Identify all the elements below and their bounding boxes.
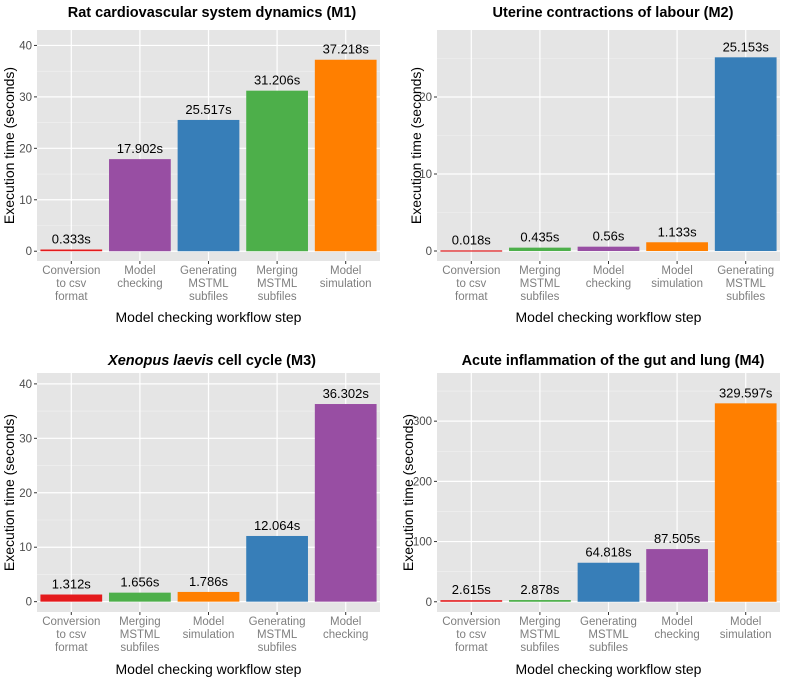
x-tick-label: Conversion to csv format [42, 616, 100, 654]
y-tick-label: 100 [413, 537, 432, 549]
data-label: 1.312s [52, 577, 92, 592]
bar [646, 242, 708, 251]
bar [714, 57, 777, 251]
y-tick-label: 300 [413, 416, 432, 428]
data-label: 17.902s [117, 141, 164, 156]
chart-title: Xenopus laevis cell cycle (M3) [107, 353, 316, 369]
bar [109, 159, 171, 252]
x-tick-label: Model checking [654, 616, 699, 641]
chart-title: Uterine contractions of labour (M2) [493, 5, 734, 21]
chart-panel-1: 0.333s 17.902s 25.517s 31.206s 37.218s 0 10 20 3… [1, 5, 380, 325]
data-label: 25.153s [723, 39, 770, 54]
data-label: 64.818s [585, 545, 632, 560]
x-tick-label: Conversion to csv format [442, 265, 500, 303]
bar [577, 246, 640, 251]
data-label: 0.333s [52, 232, 92, 247]
y-tick-label: 0 [26, 246, 32, 258]
data-label: 2.615s [452, 582, 492, 597]
data-label: 1.656s [120, 575, 160, 590]
data-label: 31.206s [254, 73, 301, 88]
x-axis-title: Model checking workflow step [516, 309, 702, 325]
data-label: 0.435s [520, 230, 560, 245]
data-label: 87.505s [654, 531, 701, 546]
x-axis-title: Model checking workflow step [116, 661, 302, 677]
bar [246, 535, 308, 602]
chart-panel-3: 1.312s 1.656s 1.786s 12.064s 36.302s 0 10 20 30 4… [1, 353, 380, 677]
data-label: 1.786s [189, 574, 229, 589]
x-tick-label: Model checking [323, 616, 368, 641]
bar [440, 250, 503, 252]
chart-title: Acute inflammation of the gut and lung (… [462, 353, 765, 369]
data-label: 0.018s [452, 232, 492, 247]
bar [314, 404, 377, 602]
x-tick-label: Merging MSTML subfiles [519, 265, 561, 303]
y-tick-label: 30 [19, 92, 32, 104]
data-label: 37.218s [323, 42, 370, 57]
x-tick-label: Generating MSTML subfiles [717, 265, 774, 303]
chart-panel-4: 2.615s 2.878s 64.818s 87.505s 329.597s 0 100 20… [400, 353, 780, 677]
y-tick-label: 20 [419, 92, 432, 104]
y-tick-label: 0 [26, 597, 32, 609]
data-label: 0.56s [593, 229, 625, 244]
x-tick-label: Generating MSTML subfiles [249, 616, 306, 654]
data-label: 1.133s [658, 224, 698, 239]
chart-title: Rat cardiovascular system dynamics (M1) [68, 5, 357, 21]
y-tick-label: 20 [19, 143, 32, 155]
bar [109, 592, 171, 602]
bar [314, 59, 377, 252]
x-axis-title: Model checking workflow step [516, 661, 702, 677]
y-tick-label: 10 [19, 195, 32, 207]
data-label: 36.302s [323, 386, 370, 401]
bar [40, 594, 103, 602]
data-label: 2.878s [520, 582, 560, 597]
y-tick-label: 40 [19, 379, 32, 391]
x-tick-label: Model simulation [720, 616, 772, 641]
bar [440, 600, 503, 602]
y-tick-label: 200 [413, 476, 432, 488]
y-axis-title: Execution time (seconds) [400, 414, 416, 571]
y-axis-title: Execution time (seconds) [408, 67, 424, 224]
y-tick-label: 10 [419, 169, 432, 181]
x-tick-label: Conversion to csv format [442, 616, 500, 654]
y-tick-label: 10 [19, 542, 32, 554]
bar [714, 403, 777, 602]
x-tick-label: Merging MSTML subfiles [519, 616, 561, 654]
y-axis-title: Execution time (seconds) [1, 67, 17, 224]
x-axis-title: Model checking workflow step [116, 309, 302, 325]
data-label: 12.064s [254, 518, 301, 533]
x-tick-label: Generating MSTML subfiles [580, 616, 637, 654]
bar [177, 591, 240, 602]
x-tick-label: Conversion to csv format [42, 265, 100, 303]
bar [509, 247, 571, 251]
x-tick-label: Merging MSTML subfiles [119, 616, 161, 654]
bar [577, 562, 640, 602]
data-label: 25.517s [185, 102, 232, 117]
y-tick-label: 0 [426, 597, 432, 609]
y-tick-label: 0 [426, 246, 432, 258]
data-label: 329.597s [719, 385, 773, 400]
x-tick-label: Generating MSTML subfiles [180, 265, 237, 303]
bar [246, 90, 308, 252]
y-axis-title: Execution time (seconds) [1, 414, 17, 571]
x-tick-label: Model simulation [320, 265, 372, 290]
bar [40, 249, 103, 252]
bar [509, 600, 571, 602]
bar [177, 119, 240, 252]
x-tick-label: Merging MSTML subfiles [256, 265, 298, 303]
bar [646, 549, 708, 602]
x-tick-label: Model checking [586, 265, 631, 290]
x-tick-label: Model checking [117, 265, 162, 290]
chart-panel-2: 0.018s 0.435s 0.56s 1.133s 25.153s 0 10 20 Conve… [408, 5, 780, 325]
y-tick-label: 40 [19, 40, 32, 52]
y-tick-label: 30 [19, 433, 32, 445]
x-tick-label: Model simulation [183, 616, 235, 641]
x-tick-label: Model simulation [651, 265, 703, 290]
y-tick-label: 20 [19, 488, 32, 500]
